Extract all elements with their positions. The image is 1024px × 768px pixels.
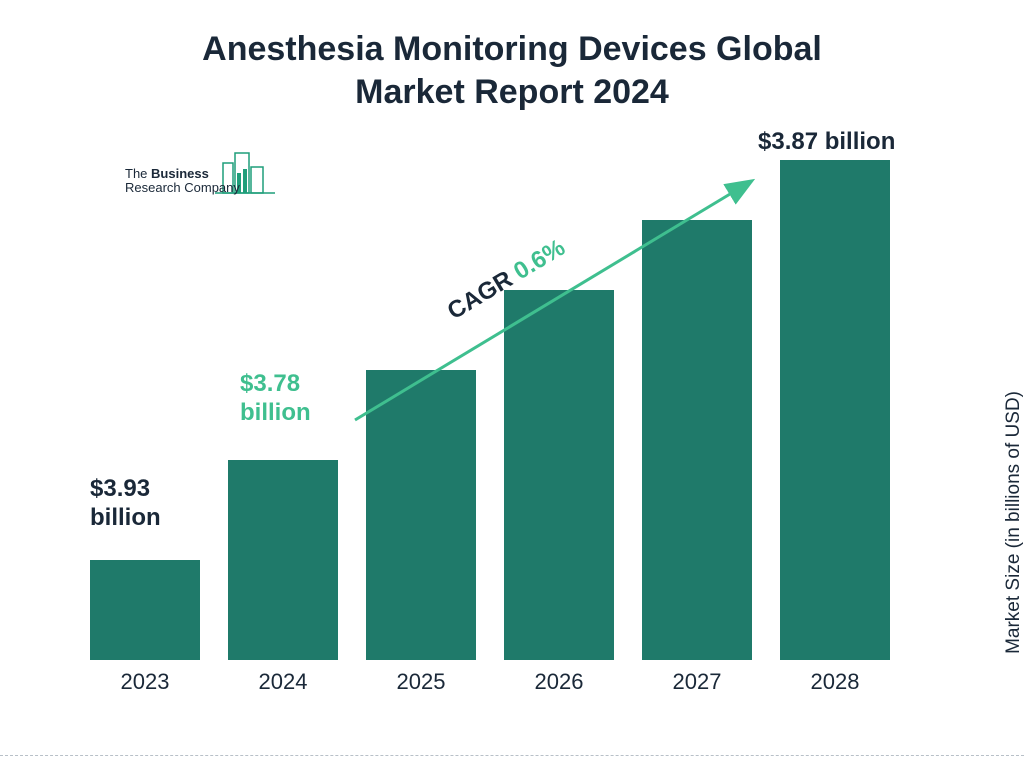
value-2023-line1: $3.93 [90,475,150,502]
x-label-2026: 2026 [504,669,614,695]
value-label-2024: $3.78 billion [240,370,311,428]
y-axis-label: Market Size (in billions of USD) [1003,391,1024,654]
x-label-2027: 2027 [642,669,752,695]
value-2023-line2: billion [90,504,161,531]
x-label-2023: 2023 [90,669,200,695]
value-label-2023: $3.93 billion [90,475,161,533]
chart-title: Anesthesia Monitoring Devices Global Mar… [0,28,1024,113]
value-2024-line2: billion [240,399,311,426]
title-line2: Market Report 2024 [355,73,669,111]
x-label-2025: 2025 [366,669,476,695]
bar-chart: 2023 2024 2025 2026 2027 2028 $3.93 bill… [90,140,930,700]
bar-2028 [780,160,890,660]
bottom-divider [0,755,1024,756]
bar-2023 [90,560,200,660]
x-label-2028: 2028 [780,669,890,695]
bar-2025 [366,370,476,660]
bar-2026 [504,290,614,660]
value-label-2028: $3.87 billion [758,128,895,157]
title-line1: Anesthesia Monitoring Devices Global [202,30,822,68]
cagr-value: 0.6% [509,234,570,285]
bar-2024 [228,460,338,660]
bar-2027 [642,220,752,660]
value-2028-line1: $3.87 billion [758,128,895,155]
x-label-2024: 2024 [228,669,338,695]
value-2024-line1: $3.78 [240,370,300,397]
